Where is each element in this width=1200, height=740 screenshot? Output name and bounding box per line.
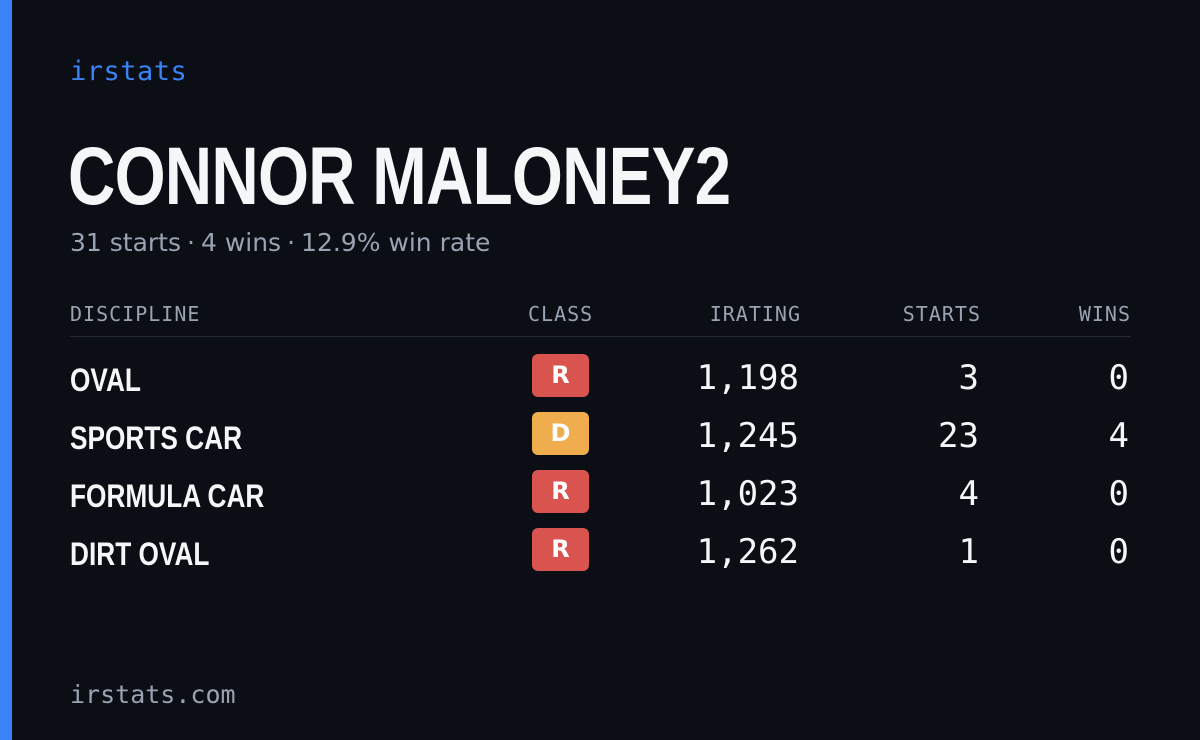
brand-logo: irstats (70, 56, 188, 87)
row-starts: 4 (958, 474, 979, 514)
table-row: SPORTS CAR D 1,245 23 4 (70, 412, 1131, 464)
header-class: CLASS (528, 302, 594, 326)
header-wins: WINS (1078, 302, 1131, 326)
row-wins: 0 (1108, 474, 1129, 514)
row-discipline: OVAL (70, 362, 141, 398)
row-wins: 4 (1108, 416, 1129, 456)
table-header: DISCIPLINE CLASS IRATING STARTS WINS (70, 300, 1131, 337)
footer-url: irstats.com (70, 680, 236, 709)
table-row: FORMULA CAR R 1,023 4 0 (70, 470, 1131, 522)
header-irating: IRATING (709, 302, 801, 326)
table-row: OVAL R 1,198 3 0 (70, 354, 1131, 406)
summary-separator: · (287, 228, 296, 257)
row-discipline: DIRT OVAL (70, 536, 210, 572)
table-row: DIRT OVAL R 1,262 1 0 (70, 528, 1131, 580)
row-wins: 0 (1108, 358, 1129, 398)
driver-summary: 31 starts · 4 wins · 12.9% win rate (70, 228, 490, 257)
summary-win-rate: 12.9% win rate (301, 228, 491, 257)
row-irating: 1,245 (696, 416, 799, 456)
header-discipline: DISCIPLINE (70, 302, 201, 326)
row-starts: 3 (958, 358, 979, 398)
class-badge: R (532, 528, 589, 571)
class-badge: R (532, 470, 589, 513)
accent-bar (0, 0, 12, 740)
row-discipline: FORMULA CAR (70, 478, 265, 514)
row-starts: 23 (938, 416, 979, 456)
row-irating: 1,198 (696, 358, 799, 398)
class-badge: R (532, 354, 589, 397)
row-wins: 0 (1108, 532, 1129, 572)
summary-wins: 4 wins (200, 228, 282, 257)
header-starts: STARTS (902, 302, 981, 326)
summary-starts: 31 starts (70, 228, 182, 257)
class-badge: D (532, 412, 589, 455)
row-discipline: SPORTS CAR (70, 420, 243, 456)
driver-name: CONNOR MALONEY2 (68, 131, 731, 222)
row-starts: 1 (958, 532, 979, 572)
summary-separator: · (187, 228, 195, 257)
row-irating: 1,262 (696, 532, 799, 572)
row-irating: 1,023 (696, 474, 799, 514)
